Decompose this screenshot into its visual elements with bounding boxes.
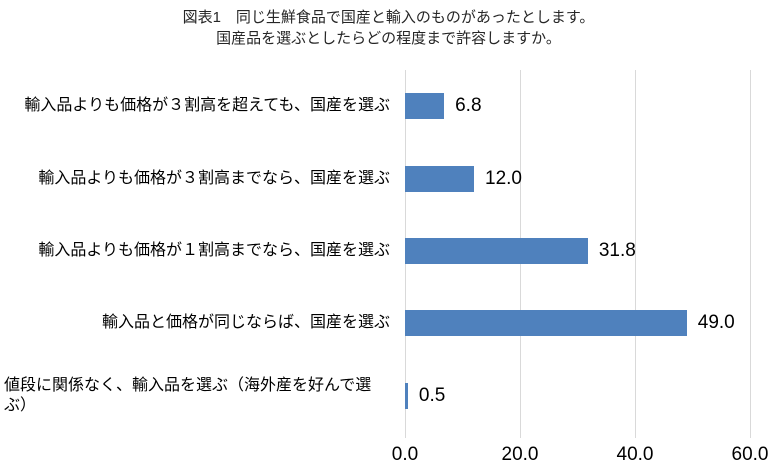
category-label-text: 輸入品よりも価格が３割高を超えても、国産を選ぶ — [24, 97, 390, 115]
chart-title: 図表1 同じ生鮮食品で国産と輸入のものがあったとします。 国産品を選ぶとしたらど… — [0, 7, 777, 49]
bar-row: 12.0 — [405, 142, 750, 214]
bar — [405, 382, 408, 409]
x-tick-label: 60.0 — [731, 444, 769, 465]
x-axis: 0.0 20.0 40.0 60.0 — [392, 432, 768, 471]
value-label: 49.0 — [697, 312, 735, 334]
x-tick-label: 0.0 — [391, 444, 419, 465]
tick-mark — [520, 432, 521, 438]
gridline — [750, 70, 751, 432]
tick-mark — [405, 432, 406, 438]
bar — [405, 237, 588, 264]
x-tick-label: 40.0 — [616, 444, 654, 465]
value-label: 0.5 — [418, 384, 446, 406]
bar-row: 49.0 — [405, 287, 750, 359]
bar — [405, 310, 687, 337]
value-label: 12.0 — [485, 167, 522, 189]
chart-title-line1: 図表1 同じ生鮮食品で国産と輸入のものがあったとします。 — [182, 9, 595, 26]
bar — [405, 93, 445, 120]
category-label: 輸入品よりも価格が３割高までなら、国産を選ぶ — [0, 142, 398, 214]
tick-mark — [635, 432, 636, 438]
value-label: 6.8 — [455, 95, 482, 117]
plot-area: 6.8 12.0 31.8 49.0 0.5 — [405, 70, 751, 432]
category-axis: 輸入品よりも価格が３割高を超えても、国産を選ぶ輸入品よりも価格が３割高までなら、… — [0, 70, 398, 432]
gridline — [635, 70, 636, 432]
bar-row: 0.5 — [405, 360, 750, 432]
value-label: 31.8 — [598, 239, 636, 261]
category-label: 輸入品よりも価格が１割高までなら、国産を選ぶ — [0, 215, 398, 287]
category-label: 輸入品と価格が同じならば、国産を選ぶ — [0, 287, 398, 359]
chart-title-line2: 国産品を選ぶとしたらどの程度まで許容しますか。 — [216, 30, 561, 47]
category-label-text: 輸入品よりも価格が３割高までなら、国産を選ぶ — [38, 169, 390, 187]
tick-mark — [750, 432, 751, 438]
bar-row: 6.8 — [405, 70, 750, 142]
category-label-text: 輸入品よりも価格が１割高までなら、国産を選ぶ — [38, 241, 390, 259]
category-label: 輸入品よりも価格が３割高を超えても、国産を選ぶ — [0, 70, 398, 142]
x-tick-label: 20.0 — [501, 444, 539, 465]
bar — [405, 165, 474, 192]
category-label: 値段に関係なく、輸入品を選ぶ（海外産を好んで選ぶ） — [0, 360, 398, 432]
bar-row: 31.8 — [405, 215, 750, 287]
category-label-text: 輸入品と価格が同じならば、国産を選ぶ — [101, 314, 390, 332]
category-label-text: 値段に関係なく、輸入品を選ぶ（海外産を好んで選ぶ） — [4, 376, 372, 414]
